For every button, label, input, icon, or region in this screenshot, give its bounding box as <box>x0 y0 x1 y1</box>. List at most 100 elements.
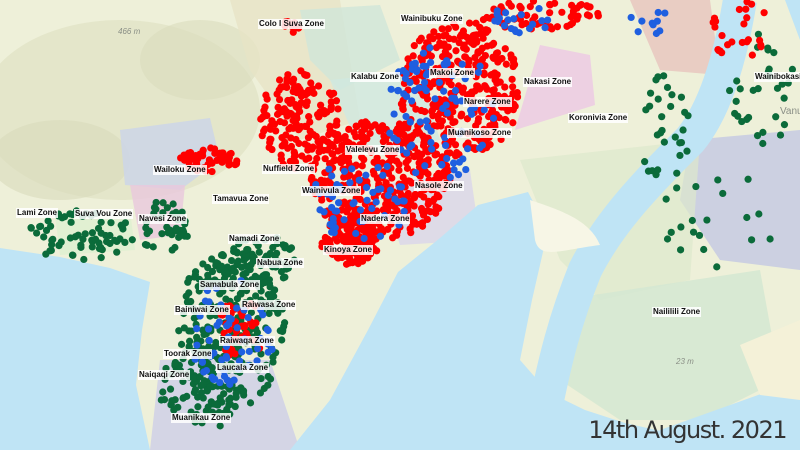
green-point <box>159 199 167 207</box>
green-point <box>80 255 88 264</box>
green-point <box>91 235 100 243</box>
red-point <box>298 88 306 97</box>
zone-label-nakasi[interactable]: Nakasi Zone <box>523 77 573 87</box>
zone-label-nasole[interactable]: Nasole Zone <box>414 181 464 191</box>
blue-point <box>222 352 230 361</box>
red-point <box>382 179 390 187</box>
red-point <box>465 58 473 66</box>
blue-point <box>400 207 408 216</box>
zone-label-muanikau[interactable]: Muanikau Zone <box>171 413 232 423</box>
red-point <box>584 3 593 11</box>
zone-label-nadera[interactable]: Nadera Zone <box>360 214 411 224</box>
red-point <box>516 2 524 10</box>
blue-point <box>198 357 207 366</box>
green-point <box>677 93 686 101</box>
zone-label-narere[interactable]: Narere Zone <box>463 97 512 107</box>
blue-point <box>443 109 452 117</box>
red-point <box>433 172 441 180</box>
green-point <box>32 229 41 237</box>
zone-label-suva-vou[interactable]: Suva Vou Zone <box>74 209 134 219</box>
zone-label-raiwaqa[interactable]: Raiwaqa Zone <box>219 336 275 346</box>
green-point <box>222 269 231 277</box>
red-point <box>285 97 293 105</box>
blue-point <box>233 304 241 312</box>
zone-label-muanikoso[interactable]: Muanikoso Zone <box>447 128 513 138</box>
zone-label-kinoya[interactable]: Kinoya Zone <box>323 245 374 255</box>
green-point <box>246 399 255 407</box>
red-point <box>359 257 367 265</box>
red-point <box>501 83 509 91</box>
green-point <box>199 326 207 334</box>
blue-point <box>223 376 231 384</box>
blue-point <box>383 162 391 171</box>
zone-label-laucala[interactable]: Laucala Zone <box>216 363 270 373</box>
red-point <box>716 47 724 55</box>
green-point <box>770 49 778 57</box>
red-point <box>459 27 468 35</box>
zone-label-wainibuku[interactable]: Wainibuku Zone <box>400 14 464 24</box>
blue-point <box>426 44 434 52</box>
zone-label-toorak[interactable]: Toorak Zone <box>163 349 213 359</box>
blue-point <box>449 159 458 167</box>
red-point <box>333 136 341 145</box>
green-point <box>97 254 105 262</box>
red-point <box>531 13 539 21</box>
zone-label-lami[interactable]: Lami Zone <box>16 208 59 218</box>
red-point <box>478 55 487 63</box>
zone-label-naililili[interactable]: Naililili Zone <box>652 307 702 317</box>
red-point <box>231 161 239 169</box>
red-point <box>399 173 407 181</box>
green-point <box>233 261 241 269</box>
red-point <box>257 115 265 123</box>
zone-label-navesi[interactable]: Navesi Zone <box>138 214 188 224</box>
green-point <box>726 86 734 95</box>
green-point <box>277 267 286 276</box>
red-point <box>410 42 418 50</box>
red-point <box>406 198 415 206</box>
red-point <box>433 103 441 111</box>
zone-label-nabua[interactable]: Nabua Zone <box>256 258 304 268</box>
red-point <box>289 28 297 36</box>
red-point <box>404 156 412 164</box>
blue-point <box>443 154 451 163</box>
zone-label-koronivia[interactable]: Koronivia Zone <box>568 113 629 123</box>
zone-label-tamavua[interactable]: Tamavua Zone <box>212 194 270 204</box>
green-point <box>713 263 721 271</box>
blue-point <box>458 60 466 68</box>
blue-point <box>360 234 368 243</box>
green-point <box>766 235 774 243</box>
zone-label-bainiwai[interactable]: Bainiwai Zone <box>174 305 230 315</box>
green-point <box>773 84 782 92</box>
red-point <box>510 58 518 66</box>
zone-label-raiwasa[interactable]: Raiwasa Zone <box>241 300 297 310</box>
green-point <box>255 248 263 256</box>
zone-label-colo-i-suva[interactable]: Colo I Suva Zone <box>258 19 325 29</box>
zone-label-valelevu[interactable]: Valelevu Zone <box>345 145 401 155</box>
zone-label-nuffield[interactable]: Nuffield Zone <box>262 164 316 174</box>
zone-label-namadi[interactable]: Namadi Zone <box>228 234 281 244</box>
red-point <box>345 139 353 147</box>
zone-label-naiqaqi[interactable]: Naiqaqi Zone <box>138 370 191 380</box>
green-point <box>732 97 740 105</box>
zone-label-wainivula[interactable]: Wainivula Zone <box>301 186 362 196</box>
green-point <box>88 243 96 251</box>
red-point <box>287 123 295 132</box>
zone-label-kalabu[interactable]: Kalabu Zone <box>350 72 401 82</box>
zone-label-makoi[interactable]: Makoi Zone <box>429 68 476 78</box>
zone-label-samabula[interactable]: Samabula Zone <box>199 280 261 290</box>
red-point <box>461 53 469 61</box>
zone-label-wailoku[interactable]: Wailoku Zone <box>153 165 207 175</box>
red-point <box>278 133 286 142</box>
red-point <box>423 215 431 224</box>
zone-label-wainibokasi[interactable]: Wainibokasi Zone <box>754 72 800 82</box>
green-point <box>191 386 200 394</box>
green-point <box>663 235 672 243</box>
red-point <box>410 153 419 161</box>
red-point <box>317 176 325 184</box>
red-point <box>481 82 489 90</box>
red-point <box>403 164 412 172</box>
blue-point <box>450 166 458 174</box>
red-point <box>295 125 304 133</box>
red-point <box>523 11 531 19</box>
